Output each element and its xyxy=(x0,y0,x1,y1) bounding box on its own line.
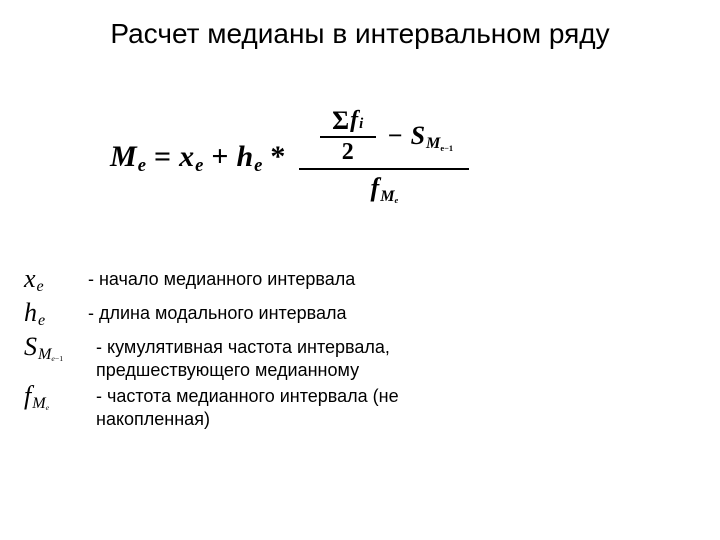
multiply-sign: * xyxy=(270,140,285,174)
formula-sigma-frac: Σfi 2 xyxy=(320,107,376,165)
legend-row-f: fMe - частота медианного интервала (не н… xyxy=(24,381,584,430)
page-title: Расчет медианы в интервальном ряду xyxy=(0,0,720,52)
legend-text-he: - длина модального интервала xyxy=(88,298,346,325)
legend-row-xe: xe - начало медианного интервала xyxy=(24,264,584,292)
formula-fraction: Σfi 2 − SMe−1 fMe xyxy=(299,107,469,203)
formula-he: he xyxy=(236,140,262,174)
formula-S: SMe−1 xyxy=(411,121,453,151)
legend-symbol-S: SMe−1 xyxy=(24,332,88,360)
legend-text-xe: - начало медианного интервала xyxy=(88,264,355,291)
legend-symbol-he: he xyxy=(24,298,88,326)
legend-row-he: he - длина модального интервала xyxy=(24,298,584,326)
legend-symbol-f: fMe xyxy=(24,381,88,409)
legend: xe - начало медианного интервала he - дл… xyxy=(24,264,584,436)
formula-M: Me xyxy=(110,140,146,174)
formula-den: fMe xyxy=(371,173,399,203)
legend-row-S: SMe−1 - кумулятивная частота интервала, … xyxy=(24,332,584,381)
formula-xe: xe xyxy=(179,140,203,174)
minus-sign: − xyxy=(388,121,403,151)
equals-sign: = xyxy=(154,140,171,174)
legend-text-f: - частота медианного интервала (не накоп… xyxy=(88,381,448,430)
legend-symbol-xe: xe xyxy=(24,264,88,292)
legend-text-S: - кумулятивная частота интервала, предше… xyxy=(88,332,488,381)
median-formula: Me = xe + he * Σfi 2 − SMe−1 xyxy=(110,92,620,222)
plus-sign: + xyxy=(211,140,228,174)
